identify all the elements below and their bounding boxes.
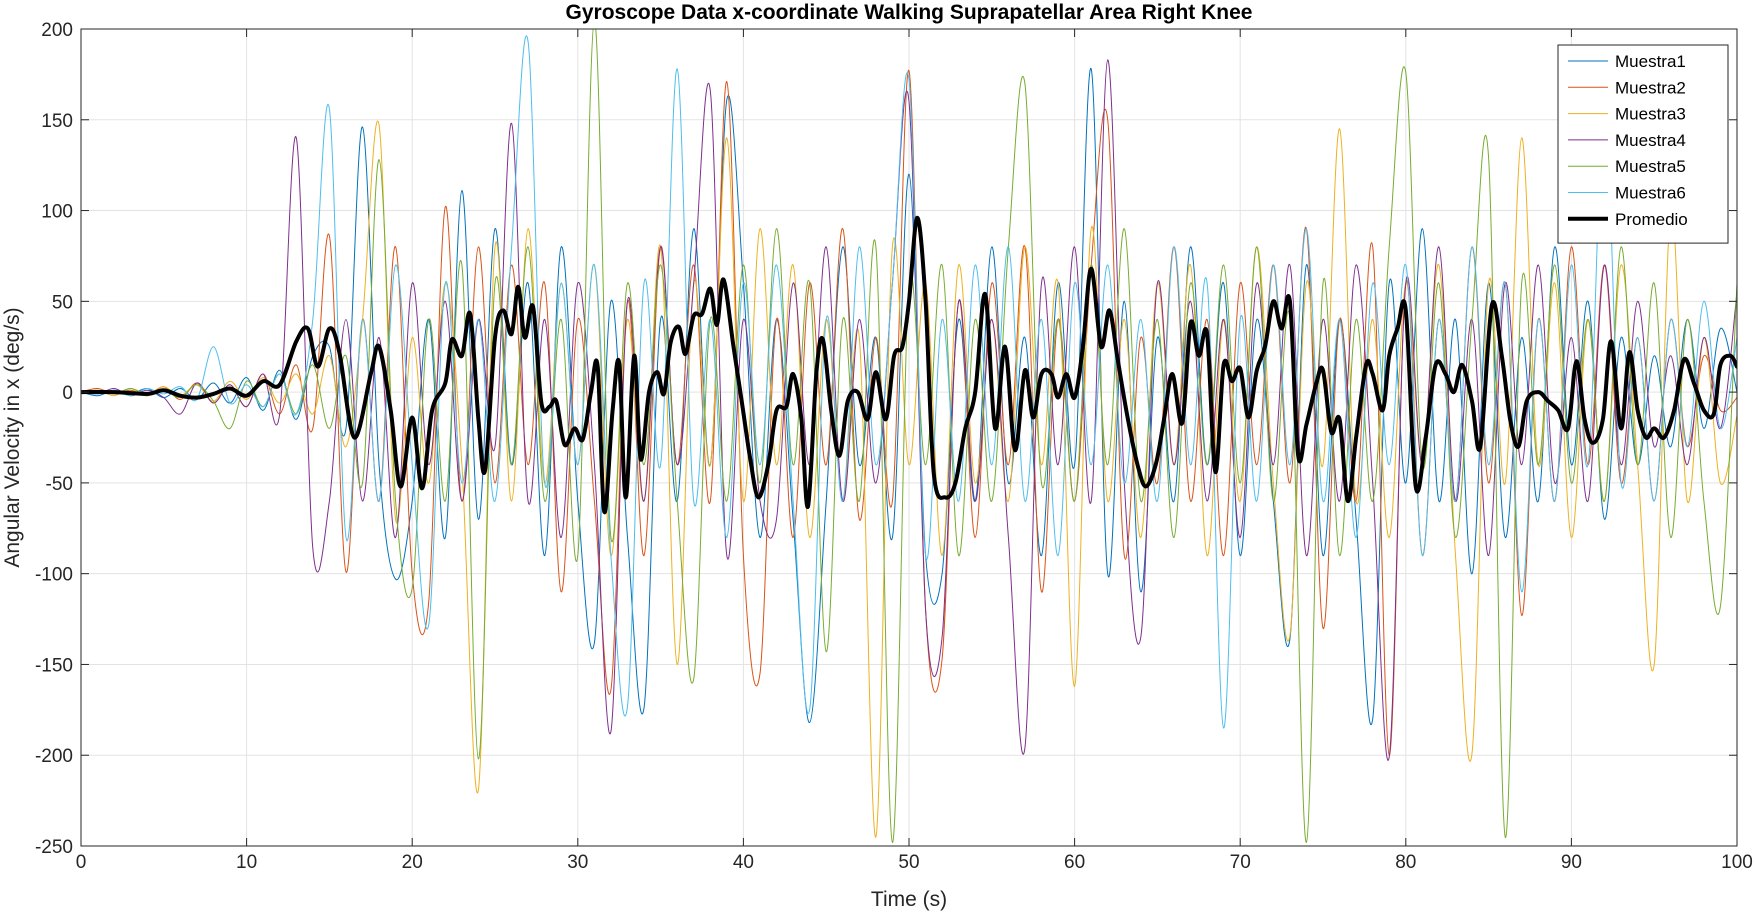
legend-label: Muestra2 — [1615, 78, 1686, 97]
x-axis-label: Time (s) — [871, 888, 947, 911]
y-tick-label: 0 — [62, 383, 73, 404]
y-tick-label: 150 — [41, 111, 73, 132]
y-tick-label: 100 — [41, 202, 73, 223]
series-line-muestra4 — [81, 59, 1737, 761]
chart-title: Gyroscope Data x-coordinate Walking Supr… — [566, 1, 1253, 24]
x-tick-label: 100 — [1721, 852, 1753, 873]
y-tick-label: 50 — [52, 292, 73, 313]
y-tick-label: 200 — [41, 20, 73, 41]
x-tick-label: 40 — [733, 852, 754, 873]
legend-label: Muestra5 — [1615, 157, 1686, 176]
x-tick-label: 50 — [898, 852, 919, 873]
legend-label: Promedio — [1615, 210, 1688, 229]
legend: Muestra1 Muestra2 Muestra3 Muestra4 Muestra5… — [1557, 44, 1729, 244]
x-tick-label: 90 — [1561, 852, 1582, 873]
series-layer — [81, 29, 1737, 843]
y-tick-label: -50 — [46, 474, 73, 495]
y-tick-label: -200 — [35, 746, 73, 767]
x-tick-label: 20 — [402, 852, 423, 873]
x-tick-label: 70 — [1230, 852, 1251, 873]
series-line-muestra1 — [81, 68, 1737, 725]
x-tick-label: 10 — [236, 852, 257, 873]
x-tick-label: 60 — [1064, 852, 1085, 873]
y-tick-label: -150 — [35, 655, 73, 676]
legend-label: Muestra1 — [1615, 52, 1686, 71]
y-tick-label: -100 — [35, 565, 73, 586]
legend-box — [1557, 44, 1729, 244]
series-line-muestra3 — [81, 120, 1737, 838]
legend-label: Muestra3 — [1615, 105, 1686, 124]
y-axis-label: Angular Velocity in x (deg/s) — [1, 307, 24, 567]
x-tick-label: 80 — [1395, 852, 1416, 873]
x-tick-label: 0 — [76, 852, 87, 873]
legend-label: Muestra6 — [1615, 184, 1686, 203]
axis-ticks: 0 10 20 30 40 50 60 70 80 90 100 200 150 100 50 0 -50 -10… — [35, 20, 1753, 873]
series-line-muestra6 — [81, 35, 1737, 729]
x-tick-label: 30 — [567, 852, 588, 873]
series-line-muestra5 — [81, 29, 1737, 843]
series-line-promedio — [81, 215, 1737, 514]
legend-label: Muestra4 — [1615, 131, 1686, 150]
y-tick-label: -250 — [35, 837, 73, 858]
